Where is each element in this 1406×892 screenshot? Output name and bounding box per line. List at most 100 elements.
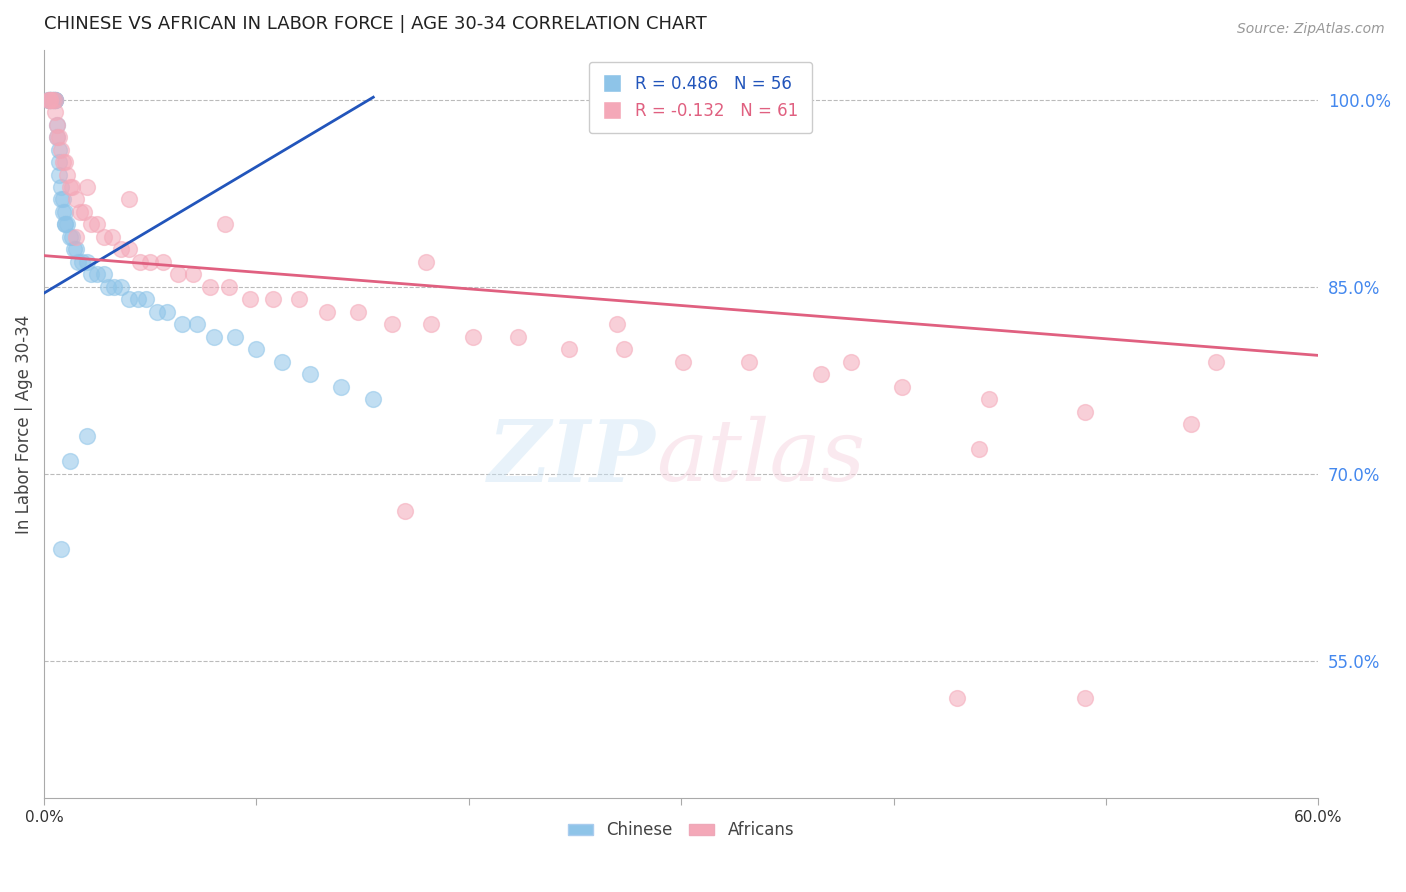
Point — [361, 392, 384, 406]
Y-axis label: In Labor Force | Age 30-34: In Labor Force | Age 30-34 — [15, 314, 32, 533]
Point — [1073, 691, 1095, 706]
Text: Source: ZipAtlas.com: Source: ZipAtlas.com — [1237, 22, 1385, 37]
Point — [152, 255, 174, 269]
Point — [415, 255, 437, 269]
Point — [419, 317, 441, 331]
Point — [186, 317, 208, 331]
Point — [156, 304, 179, 318]
Point — [76, 180, 98, 194]
Text: CHINESE VS AFRICAN IN LABOR FORCE | AGE 30-34 CORRELATION CHART: CHINESE VS AFRICAN IN LABOR FORCE | AGE … — [44, 15, 707, 33]
Point — [37, 93, 59, 107]
Point — [76, 255, 98, 269]
Point — [80, 218, 103, 232]
Point — [86, 268, 108, 282]
Point — [45, 118, 67, 132]
Point — [76, 429, 98, 443]
Point — [1180, 417, 1202, 431]
Point — [41, 93, 63, 107]
Point — [145, 304, 167, 318]
Point — [49, 541, 72, 556]
Point — [315, 304, 337, 318]
Point — [48, 143, 70, 157]
Point — [58, 454, 80, 468]
Point — [127, 293, 149, 307]
Point — [394, 504, 416, 518]
Point — [52, 205, 75, 219]
Point — [139, 255, 162, 269]
Text: atlas: atlas — [655, 417, 865, 499]
Point — [181, 268, 204, 282]
Point — [39, 93, 62, 107]
Point — [44, 93, 66, 107]
Legend: Chinese, Africans: Chinese, Africans — [561, 814, 801, 846]
Point — [44, 105, 66, 120]
Point — [86, 218, 108, 232]
Point — [41, 93, 63, 107]
Point — [672, 354, 695, 368]
Point — [56, 218, 79, 232]
Point — [39, 93, 62, 107]
Point — [48, 130, 70, 145]
Point — [60, 180, 83, 194]
Point — [218, 280, 240, 294]
Point — [73, 205, 96, 219]
Point — [39, 93, 62, 107]
Point — [946, 691, 969, 706]
Point — [39, 93, 62, 107]
Point — [288, 293, 311, 307]
Point — [1205, 354, 1227, 368]
Point — [118, 243, 141, 257]
Point — [202, 329, 225, 343]
Point — [44, 93, 66, 107]
Point — [271, 354, 294, 368]
Point — [93, 230, 115, 244]
Point — [48, 168, 70, 182]
Point — [967, 442, 990, 456]
Point — [110, 280, 132, 294]
Point — [44, 93, 66, 107]
Point — [110, 243, 132, 257]
Point — [69, 205, 91, 219]
Point — [381, 317, 404, 331]
Point — [506, 329, 529, 343]
Point — [58, 230, 80, 244]
Point — [557, 342, 579, 356]
Point — [39, 93, 62, 107]
Point — [65, 230, 87, 244]
Point — [128, 255, 150, 269]
Point — [262, 293, 284, 307]
Text: ZIP: ZIP — [488, 416, 655, 500]
Point — [738, 354, 761, 368]
Point — [810, 367, 832, 381]
Point — [48, 155, 70, 169]
Point — [52, 193, 75, 207]
Point — [1073, 404, 1095, 418]
Point — [167, 268, 190, 282]
Point — [41, 93, 63, 107]
Point — [49, 180, 72, 194]
Point — [606, 317, 628, 331]
Point — [461, 329, 484, 343]
Point — [977, 392, 1000, 406]
Point — [53, 155, 76, 169]
Point — [63, 243, 86, 257]
Point — [72, 255, 94, 269]
Point — [101, 230, 124, 244]
Point — [891, 379, 914, 393]
Point — [53, 205, 76, 219]
Point — [214, 218, 236, 232]
Point — [93, 268, 115, 282]
Point — [298, 367, 321, 381]
Point — [58, 180, 80, 194]
Point — [52, 155, 75, 169]
Point — [80, 268, 103, 282]
Point — [103, 280, 125, 294]
Point — [118, 293, 141, 307]
Point — [347, 304, 370, 318]
Point — [56, 168, 79, 182]
Point — [60, 230, 83, 244]
Point — [224, 329, 246, 343]
Point — [37, 93, 59, 107]
Point — [198, 280, 221, 294]
Point — [39, 93, 62, 107]
